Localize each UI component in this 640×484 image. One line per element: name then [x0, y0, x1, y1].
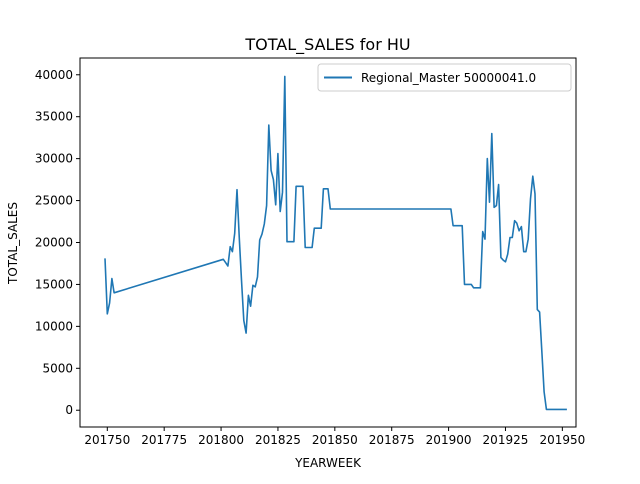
- axes-frame: [79, 57, 577, 428]
- y-tick-label: 35000: [35, 110, 73, 124]
- y-tick-label: 0: [65, 403, 73, 417]
- x-axis-ticks: 201750 201775 201800 201825 201850 201875 2019…: [84, 427, 585, 447]
- y-axis-ticks: 0 5000 10000 15000 20000 25000 30000 35000 40000: [35, 68, 80, 417]
- x-tick-label: 201900: [426, 433, 472, 447]
- x-tick-label: 201875: [369, 433, 415, 447]
- y-tick-label: 40000: [35, 68, 73, 82]
- x-axis-label: YEARWEEK: [294, 456, 362, 470]
- x-tick-label: 201775: [141, 433, 187, 447]
- x-tick-label: 201850: [312, 433, 358, 447]
- y-tick-label: 30000: [35, 152, 73, 166]
- plot-content: [104, 75, 567, 411]
- y-axis-label: TOTAL_SALES: [6, 202, 20, 285]
- y-tick-label: 5000: [42, 361, 73, 375]
- legend-box: [317, 63, 572, 92]
- series-line: [104, 75, 567, 411]
- y-tick-label: 25000: [35, 194, 73, 208]
- chart-title: TOTAL_SALES for HU: [244, 35, 410, 55]
- y-tick-label: 10000: [35, 319, 73, 333]
- legend: Regional_Master 50000041.0: [317, 63, 572, 92]
- x-tick-label: 201950: [539, 433, 585, 447]
- x-tick-label: 201925: [483, 433, 529, 447]
- x-tick-label: 201800: [198, 433, 244, 447]
- x-tick-label: 201825: [255, 433, 301, 447]
- y-tick-label: 15000: [35, 277, 73, 291]
- y-tick-label: 20000: [35, 236, 73, 250]
- legend-label: Regional_Master 50000041.0: [361, 71, 536, 85]
- x-tick-label: 201750: [84, 433, 130, 447]
